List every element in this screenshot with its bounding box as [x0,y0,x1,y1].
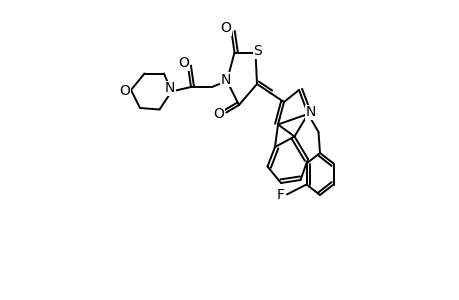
Text: O: O [213,107,224,121]
Text: S: S [252,44,262,58]
Text: N: N [305,106,315,119]
Text: O: O [219,22,230,35]
Text: N: N [220,73,230,86]
Text: O: O [178,56,189,70]
Text: F: F [276,188,284,202]
Text: O: O [119,84,130,98]
Text: N: N [164,82,175,95]
